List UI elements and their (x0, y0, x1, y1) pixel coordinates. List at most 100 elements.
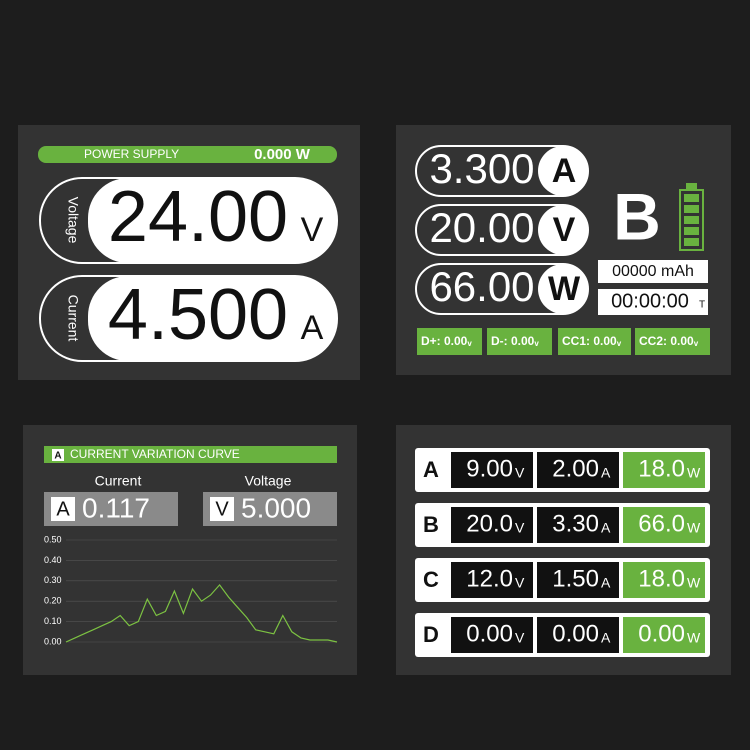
icon-box (210, 497, 234, 521)
voltage-unit: V (515, 465, 525, 481)
data-line-box (558, 328, 631, 355)
voltage-unit: V (515, 630, 525, 646)
y-tick-label: 0.20 (44, 596, 62, 606)
data-line-box (417, 328, 482, 355)
capacity-box (598, 260, 708, 283)
capacity: 00000 mAh (612, 263, 694, 280)
y-tick-label: 0.10 (44, 616, 62, 626)
data-line-unit: v (617, 339, 622, 348)
current-unit: A (601, 630, 611, 646)
current-icon: A (56, 498, 70, 520)
unit-fill (538, 205, 588, 255)
power-box (623, 507, 705, 543)
current-box (537, 507, 619, 543)
icon-box (52, 449, 64, 461)
voltage-value: 5.000 (241, 492, 311, 523)
reading-value: 3.300 (429, 145, 534, 192)
current-box (537, 617, 619, 653)
data-line-box (635, 328, 710, 355)
current-unit: A (601, 520, 611, 536)
power-value: 18.0 (638, 565, 685, 592)
power-unit: W (687, 630, 701, 646)
reading-value: 20.00 (429, 204, 534, 251)
power-box (623, 452, 705, 488)
title-bar (38, 146, 337, 163)
voltage-unit: V (515, 575, 525, 591)
power-value: 18.0 (638, 455, 685, 482)
power-value: 0.000 W (254, 146, 311, 163)
curve-line (65, 583, 338, 643)
reading-unit: V (553, 211, 576, 249)
current-label: Current (95, 473, 142, 489)
unit-fill (538, 264, 588, 314)
power-value: 66.0 (638, 510, 685, 537)
current-unit: A (601, 575, 611, 591)
power-box (623, 617, 705, 653)
current-unit: A (301, 309, 324, 347)
pill-fill (88, 276, 337, 361)
voltage-value: 12.0 (466, 565, 513, 592)
port-letter: B (613, 179, 661, 253)
pill-fill (88, 178, 337, 263)
battery-segment (684, 194, 699, 202)
port-letter: B (423, 512, 439, 537)
current-box (537, 452, 619, 488)
voltage-label: Voltage (245, 473, 292, 489)
voltage-value: 20.0 (466, 510, 513, 537)
reading-value: 66.00 (429, 263, 534, 310)
current-box (537, 562, 619, 598)
data-line-unit: v (534, 339, 539, 348)
voltage-unit: V (301, 211, 324, 249)
y-tick-label: 0.00 (44, 636, 62, 646)
title-bar (44, 446, 337, 463)
voltage-box (451, 562, 533, 598)
data-line-box (487, 328, 552, 355)
battery-segment (684, 227, 699, 235)
data-line: D-: 0.00v (491, 334, 539, 348)
curve-title: CURRENT VARIATION CURVE (70, 447, 240, 461)
voltage-value: 0.00 (466, 620, 513, 647)
current-value: 1.50 (552, 565, 599, 592)
current-value: 0.00 (552, 620, 599, 647)
voltage-value: 9.00 (466, 455, 513, 482)
reading-unit: A (552, 152, 577, 190)
current-unit: A (601, 465, 611, 481)
panel-title: POWER SUPPLY (84, 147, 179, 161)
time-box (598, 289, 708, 315)
port-letter: C (423, 567, 439, 592)
battery-body (679, 189, 704, 251)
y-tick-label: 0.50 (44, 534, 62, 544)
unit-fill (538, 146, 588, 196)
data-line: CC2: 0.00v (639, 334, 699, 348)
current-value: 4.500 (108, 275, 288, 355)
voltage-label: Voltage (65, 197, 81, 244)
time-unit: T (699, 300, 705, 311)
data-line: D+: 0.00v (421, 334, 472, 348)
power-unit: W (687, 520, 701, 536)
icon-box (51, 497, 75, 521)
battery-segment (684, 216, 699, 224)
power-unit: W (687, 465, 701, 481)
panel (23, 425, 357, 675)
port-letter: A (423, 457, 439, 482)
reading-unit: W (548, 270, 581, 308)
battery-segment (684, 238, 699, 246)
power-value: 0.00 (638, 620, 685, 647)
power-box (623, 562, 705, 598)
current-label: Current (65, 295, 81, 342)
y-tick-label: 0.40 (44, 555, 62, 565)
battery-segment (684, 205, 699, 213)
time: 00:00:00 (611, 290, 689, 312)
voltage-unit: V (515, 520, 525, 536)
data-line: CC1: 0.00v (562, 334, 622, 348)
voltage-box (451, 507, 533, 543)
current-value: 2.00 (552, 455, 599, 482)
voltage-value: 24.00 (108, 177, 288, 257)
voltage-box (451, 452, 533, 488)
data-line-label: D+: 0.00 (421, 334, 468, 348)
battery-cap (686, 183, 697, 190)
data-line-label: CC2: 0.00 (639, 334, 694, 348)
y-tick-label: 0.30 (44, 575, 62, 585)
voltage-icon: V (215, 498, 229, 520)
